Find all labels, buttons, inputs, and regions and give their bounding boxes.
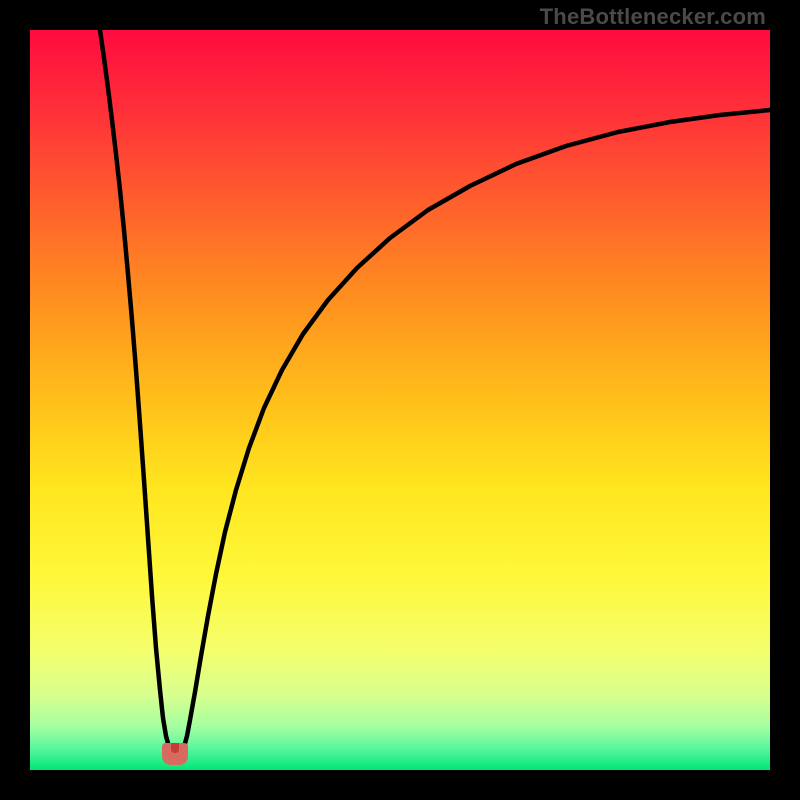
optimum-marker bbox=[162, 743, 188, 770]
plot-area bbox=[30, 30, 770, 770]
bottleneck-curve bbox=[30, 30, 770, 770]
watermark-text: TheBottlenecker.com bbox=[540, 4, 766, 29]
chart-frame: TheBottlenecker.com bbox=[0, 0, 800, 800]
watermark: TheBottlenecker.com bbox=[540, 4, 766, 30]
marker-svg bbox=[162, 743, 188, 765]
curve-path bbox=[100, 30, 770, 755]
